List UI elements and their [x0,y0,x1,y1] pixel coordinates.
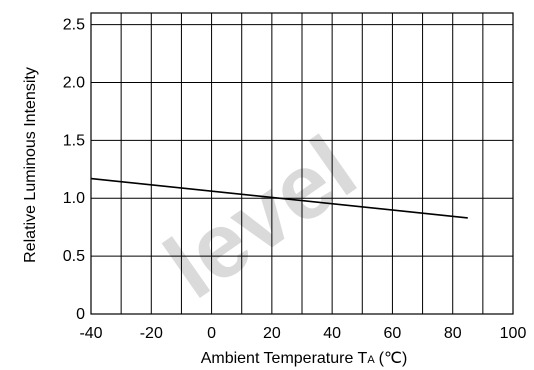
y-tick-label: 0 [76,306,85,323]
x-tick-label: 40 [323,325,341,342]
x-tick-label: 100 [500,325,527,342]
horizontal-grid-lines [91,24,513,257]
vertical-grid-lines [120,13,484,314]
x-axis-title: Ambient Temperature TA (℃) [201,350,408,367]
x-axis-title-text: Ambient Temperature T [201,350,368,367]
x-tick-label: -20 [140,325,163,342]
y-tick-label: 1.5 [63,132,85,149]
x-tick-label: 20 [263,325,281,342]
plot-frame [90,12,514,315]
y-tick-label: 1.0 [63,190,85,207]
x-tick-label: -40 [79,325,102,342]
series-line-0 [90,177,468,219]
x-axis-title-unit: (℃) [379,350,408,367]
x-axis-title-subscript: A [367,354,375,366]
x-tick-label: 0 [207,325,216,342]
x-tick-label: 60 [384,325,402,342]
y-tick-label: 2.0 [63,74,85,91]
y-tick-label: 0.5 [63,248,85,265]
series-layer [90,177,468,219]
y-tick-labels: 0 0.5 1.0 1.5 2.0 2.5 [63,17,85,323]
x-tick-label: 80 [444,325,462,342]
y-tick-label: 2.5 [63,17,85,34]
x-tick-labels: -40 -20 0 20 40 60 80 100 [79,325,526,342]
y-axis-title: Relative Luminous Intensity [22,67,39,263]
